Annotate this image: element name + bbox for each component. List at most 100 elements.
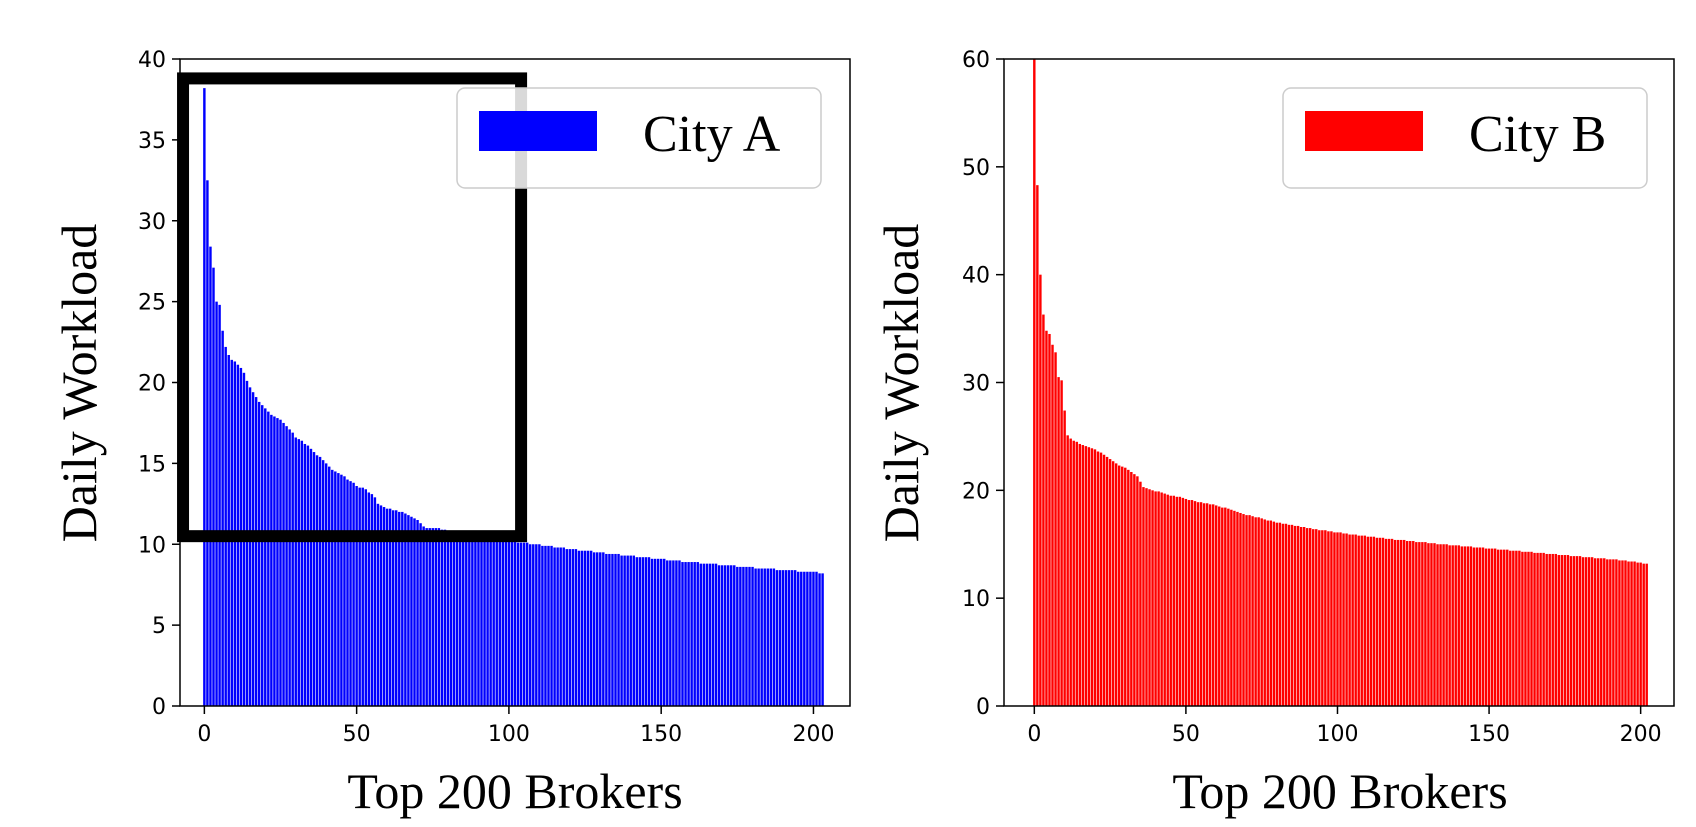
bar <box>334 471 337 706</box>
bar <box>1305 528 1309 706</box>
bar <box>343 476 346 706</box>
bar <box>1242 514 1245 706</box>
bar <box>367 492 371 706</box>
bar <box>1254 517 1257 706</box>
bar <box>1151 490 1154 706</box>
bar <box>1090 448 1094 706</box>
bar <box>318 456 322 706</box>
bar <box>1260 518 1263 706</box>
bar <box>775 570 779 706</box>
x-tick-label: 150 <box>640 722 682 747</box>
bar <box>1524 551 1527 706</box>
bar <box>483 536 486 706</box>
bar <box>224 346 227 706</box>
bar <box>1263 519 1266 706</box>
bar <box>1230 509 1233 706</box>
bar <box>1557 555 1561 706</box>
y-tick-label: 40 <box>962 264 990 289</box>
bar <box>1227 508 1230 706</box>
bar <box>449 531 453 706</box>
bar <box>388 508 392 706</box>
bar <box>413 518 416 706</box>
bar <box>504 541 508 706</box>
bar <box>1593 558 1597 706</box>
bar <box>608 553 611 706</box>
bar <box>328 466 331 706</box>
bar <box>1442 544 1445 706</box>
bar <box>1318 530 1321 706</box>
x-axis-title-left: Top 200 Brokers <box>347 763 682 819</box>
bar <box>641 557 645 706</box>
bar <box>1345 533 1348 706</box>
bar <box>507 541 511 706</box>
bar <box>465 534 468 706</box>
bar <box>455 532 459 706</box>
bar <box>1542 552 1545 706</box>
bar <box>398 511 401 706</box>
bar <box>1193 501 1197 706</box>
legend-right: City B <box>1282 87 1648 189</box>
bar <box>1399 539 1403 706</box>
bar <box>532 544 535 706</box>
x-tick-label: 50 <box>1172 722 1200 747</box>
bar <box>1330 531 1333 706</box>
bar <box>1033 59 1036 706</box>
bar <box>1248 515 1251 706</box>
bar <box>592 552 596 706</box>
bar <box>1363 535 1366 706</box>
bar <box>1387 538 1391 706</box>
bar <box>1215 505 1218 706</box>
bar <box>699 563 702 706</box>
bar <box>1351 534 1354 706</box>
y-tick-label: 60 <box>962 48 990 73</box>
legend-label-city-a: City A <box>643 106 781 163</box>
bar <box>1327 531 1330 706</box>
bar <box>1315 529 1318 706</box>
y-tick-label: 0 <box>976 695 990 720</box>
bar <box>726 565 730 706</box>
bar <box>501 539 505 706</box>
bar <box>571 549 575 706</box>
bar <box>324 463 328 707</box>
bar <box>370 494 374 706</box>
bar <box>355 486 358 706</box>
y-tick-label: 35 <box>138 129 166 154</box>
x-axis-ticks-left: 0 50 100 150 200 <box>197 706 834 747</box>
bar <box>1348 534 1351 706</box>
bar <box>1439 544 1442 706</box>
bar <box>556 547 559 706</box>
bar <box>1096 451 1100 706</box>
bar <box>221 330 224 706</box>
y-tick-label: 20 <box>138 372 166 397</box>
bar <box>1236 511 1239 706</box>
bar <box>1114 463 1118 707</box>
bar <box>1527 551 1530 706</box>
highlight-box-group <box>177 72 528 543</box>
bar <box>745 566 748 706</box>
bar <box>1278 522 1282 706</box>
bar <box>428 528 431 706</box>
legend-left: City A <box>456 87 822 189</box>
bar <box>474 536 477 706</box>
bar <box>1621 560 1624 706</box>
bar <box>1378 537 1382 706</box>
bar <box>1533 552 1536 706</box>
bar <box>760 568 763 706</box>
bar <box>1308 528 1312 706</box>
bar <box>1045 330 1048 706</box>
x-tick-label: 0 <box>197 722 211 747</box>
bar <box>821 573 824 706</box>
bar <box>248 387 252 706</box>
bar <box>1196 502 1200 706</box>
bar <box>1487 548 1491 706</box>
bar <box>1445 544 1448 706</box>
y-axis-title-left: Daily Workload <box>51 224 107 543</box>
x-tick-label: 200 <box>792 722 834 747</box>
bar <box>1481 547 1485 706</box>
bar <box>784 570 788 706</box>
bar <box>1600 558 1603 706</box>
bar <box>681 562 684 706</box>
bar <box>1412 541 1415 706</box>
bar <box>1609 559 1612 706</box>
bar <box>1490 548 1494 706</box>
